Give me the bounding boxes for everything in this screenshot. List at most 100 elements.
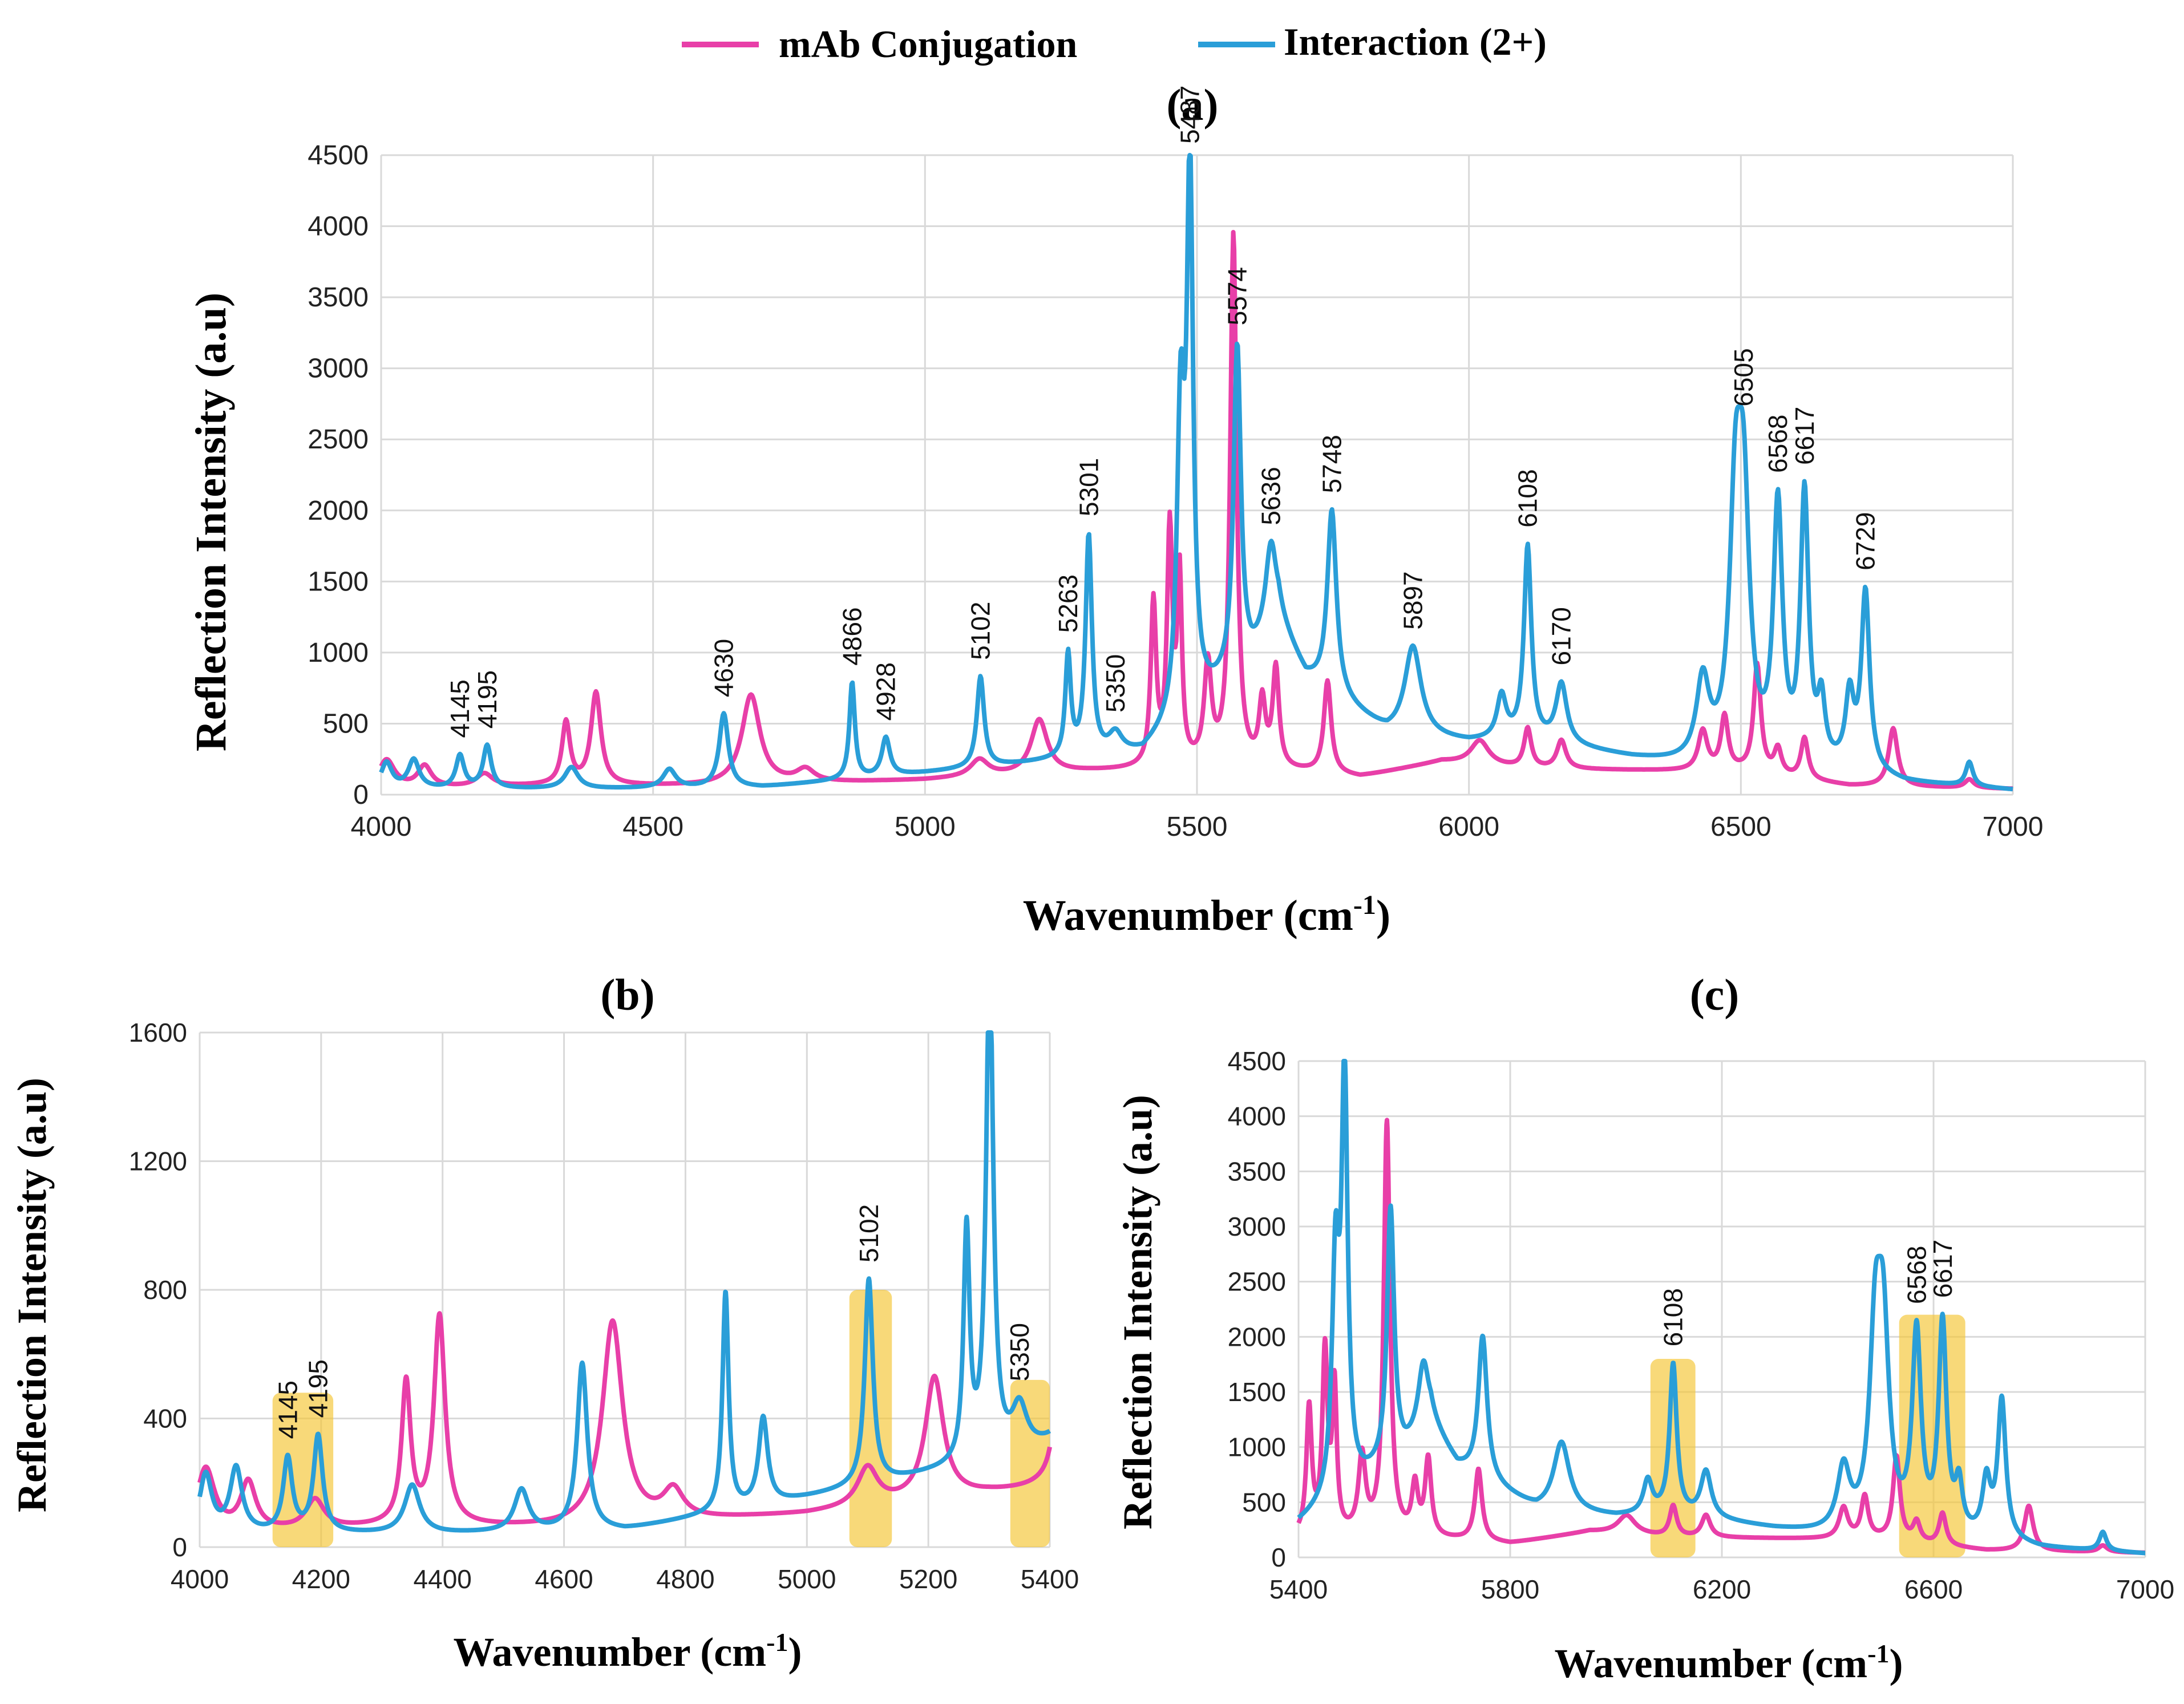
x-tick-label: 7000 [2116,1575,2174,1604]
panel-a-x-label: Wavenumber (cm-1) [1023,890,1390,940]
x-tick-label: 5400 [1021,1564,1079,1594]
y-tick-label: 2000 [308,496,369,526]
series-line-interaction [197,1030,1052,1533]
x-tick-label: 5200 [899,1564,957,1594]
peak-label: 4145 [273,1381,302,1439]
series-line-interaction [1296,1059,2147,1556]
peak-label: 5636 [1256,467,1286,525]
x-tick-label: 4600 [535,1564,593,1594]
x-tick-label: 5500 [1167,812,1228,842]
peak-label: 6108 [1513,469,1543,527]
y-tick-label: 2000 [1228,1322,1286,1351]
x-tick-label: 4000 [351,812,412,842]
panel-c-y-ticks: 0 500 1000 1500 2000 2500 3000 3500 4000 4500 [1228,1046,1286,1572]
highlight-box [1899,1314,1965,1557]
panel-b-gridlines [199,1031,1051,1548]
series-line-mab-conjugation [197,1311,1052,1525]
x-tick-label: 6500 [1710,812,1772,842]
y-tick-label: 3000 [308,354,369,384]
panel-b-annotations: 4145 4195 5102 5350 [273,1204,1034,1439]
peak-label: 4630 [709,639,739,697]
x-tick-label: 6000 [1438,812,1499,842]
y-tick-label: 500 [1242,1487,1286,1517]
x-tick-label: 4800 [656,1564,714,1594]
chart-panel-c: (c) 0 500 1000 1500 2000 2500 3000 3500 4000 4500… [1115,970,2174,1686]
x-tick-label: 5800 [1481,1575,1539,1604]
panel-a-x-ticks: 4000 4500 5000 5500 6000 6500 7000 [351,812,2044,842]
y-tick-label: 800 [143,1275,187,1305]
y-tick-label: 0 [1271,1543,1286,1572]
peak-label: 6617 [1790,407,1819,465]
x-tick-label: 5400 [1269,1575,1328,1604]
peak-label: 6108 [1659,1288,1688,1346]
x-tick-label: 4500 [622,812,683,842]
panel-c-series [1296,1059,2147,1556]
y-tick-label: 1500 [1228,1377,1286,1407]
peak-label: 5263 [1053,574,1083,633]
panel-b-x-ticks: 4000 4200 4400 4600 4800 5000 5200 5400 [171,1564,1079,1594]
highlight-box [272,1393,334,1547]
peak-label: 6505 [1729,348,1758,406]
x-tick-label: 4200 [292,1564,350,1594]
panel-a-y-label: Reflection Intensity (a.u) [187,293,235,751]
peak-label: 6170 [1547,607,1576,665]
x-tick-label: 5000 [778,1564,836,1594]
y-tick-label: 2500 [1228,1267,1286,1297]
y-tick-label: 500 [323,709,369,739]
x-tick-label: 4400 [414,1564,472,1594]
peak-label: 5102 [854,1204,884,1262]
legend-label-interaction: Interaction (2+) [1284,20,1547,63]
panel-c-title: (c) [1690,970,1740,1019]
series-line-mab-conjugation [1296,1118,2147,1555]
panel-c-x-label: Wavenumber (cm-1) [1555,1639,1903,1686]
peak-label: 5102 [966,602,996,660]
panel-b-y-ticks: 0 400 800 1200 1600 [129,1018,187,1562]
highlight-box [1010,1379,1050,1547]
panel-b-series [197,1030,1052,1533]
y-tick-label: 3000 [1228,1212,1286,1241]
y-tick-label: 1500 [308,566,369,597]
y-tick-label: 1000 [308,638,369,668]
y-tick-label: 1600 [129,1018,187,1047]
peak-label: 4195 [304,1359,333,1418]
legend-label-mab: mAb Conjugation [779,22,1077,66]
x-tick-label: 5000 [895,812,956,842]
panel-a-series [379,153,2015,792]
x-tick-label: 4000 [171,1564,229,1594]
peak-label: 4145 [445,679,475,738]
peak-label: 6729 [1851,512,1880,570]
y-tick-label: 4500 [308,140,369,171]
peak-label: 4866 [838,607,867,665]
peak-label: 5350 [1101,654,1130,713]
panel-c-highlights [1650,1314,1965,1557]
y-tick-label: 2500 [308,424,369,455]
panel-c-x-ticks: 5400 5800 6200 6600 7000 [1269,1575,2174,1604]
x-tick-label: 7000 [1983,812,2044,842]
chart-panel-b: (b) 0 400 800 1200 1600 4000 4200 4400 4600 4800… [9,970,1079,1675]
y-tick-label: 400 [143,1404,187,1434]
peak-label: 4195 [472,670,502,728]
peak-label: 5748 [1317,435,1346,493]
x-tick-label: 6200 [1693,1575,1751,1604]
panel-b-y-label: Reflection Intensity (a.u) [9,1078,55,1512]
highlight-box [1650,1359,1696,1557]
peak-label: 5574 [1223,267,1252,325]
panel-b-x-label: Wavenumber (cm-1) [454,1628,802,1675]
y-tick-label: 0 [353,780,369,810]
peak-label: 5301 [1074,458,1103,516]
panel-a-title: (a) [1167,80,1219,129]
panel-c-y-label: Reflection Intensity (a.u) [1115,1095,1160,1529]
chart-panel-a: (a) 0 500 1000 1500 2000 2500 3000 3500 4000 4500… [187,80,2043,940]
panel-a-gridlines [380,154,2014,796]
y-tick-label: 1000 [1228,1432,1286,1462]
y-tick-label: 3500 [308,282,369,313]
peak-label: 4928 [871,662,901,721]
peak-label: 5350 [1005,1323,1034,1381]
peak-label: 5487 [1175,86,1205,144]
peak-label: 5897 [1398,571,1427,629]
y-tick-label: 4000 [1228,1102,1286,1131]
y-tick-label: 1200 [129,1147,187,1176]
